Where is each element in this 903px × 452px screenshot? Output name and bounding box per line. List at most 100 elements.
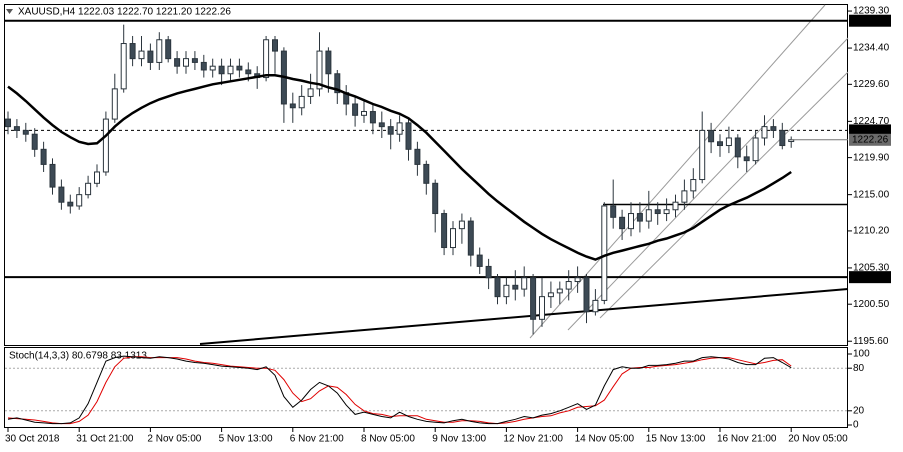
candle-body	[129, 43, 136, 60]
candle-body	[298, 95, 305, 109]
candle-body	[40, 148, 47, 165]
candle-body	[441, 213, 448, 249]
candle-body	[352, 103, 359, 116]
y-tick-label: 1224.70	[853, 116, 890, 127]
stochastic-main	[7, 355, 792, 425]
y-tick-label: 1239.30	[853, 6, 890, 17]
candle-body	[458, 220, 465, 230]
candle-body	[165, 39, 172, 60]
candle-body	[111, 88, 118, 120]
candle-body	[174, 58, 181, 67]
level-label: 1238.02	[852, 15, 889, 26]
candle-body	[58, 186, 65, 203]
candle-body	[227, 65, 234, 75]
candle-body	[610, 205, 617, 218]
candle-body	[85, 182, 92, 196]
candle-body	[485, 265, 492, 279]
y-tick-label: 1215.00	[853, 189, 890, 200]
candle-body	[120, 43, 127, 90]
stochastic-tick-label: 20	[853, 405, 865, 416]
candle-body	[450, 228, 456, 249]
candle-body	[405, 122, 412, 150]
x-tick-label: 8 Nov 05:00	[361, 434, 415, 445]
x-tick-label: 16 Nov 21:00	[717, 434, 777, 445]
candle-body	[547, 292, 554, 298]
candle-body	[325, 50, 332, 75]
candle-body	[601, 205, 608, 301]
x-tick-label: 5 Nov 13:00	[219, 434, 273, 445]
main-frame	[4, 4, 848, 346]
candle-body	[574, 277, 581, 283]
candle-body	[22, 129, 29, 135]
x-tick-label: 6 Nov 21:00	[290, 434, 344, 445]
level-label: 1204.08	[852, 272, 889, 283]
x-tick-label: 31 Oct 21:00	[76, 434, 134, 445]
candle-body	[67, 201, 74, 207]
candle-body	[369, 111, 376, 124]
x-tick-label: 30 Oct 2018	[5, 434, 60, 445]
candle-body	[209, 65, 216, 71]
y-tick-label: 1200.50	[853, 299, 890, 310]
indicator-title: Stoch(14,3,3) 80.6798 83.1313	[9, 351, 147, 362]
candle-body	[779, 129, 786, 147]
candle-body	[743, 156, 750, 162]
candle-body	[13, 126, 20, 131]
candle-body	[708, 129, 715, 143]
candle-body	[619, 216, 626, 230]
x-tick-label: 9 Nov 13:00	[432, 434, 486, 445]
candle-body	[5, 118, 11, 128]
candle-body	[316, 50, 323, 90]
candle-body	[147, 50, 154, 63]
y-tick-label: 1219.90	[853, 152, 890, 163]
candle-body	[628, 213, 634, 230]
candle-body	[752, 137, 759, 162]
channel-line	[529, 4, 826, 339]
candle-body	[699, 129, 706, 181]
candle-body	[512, 284, 519, 290]
chart-header: XAUUSD,H4 1222.03 1222.70 1221.20 1222.2…	[18, 7, 231, 18]
y-tick-label: 1210.20	[853, 226, 890, 237]
candle-body	[530, 277, 537, 320]
x-tick-label: 2 Nov 05:00	[147, 434, 201, 445]
candle-body	[183, 58, 189, 67]
candle-body	[725, 137, 732, 147]
current-price-box	[849, 133, 891, 146]
candle-body	[378, 122, 385, 128]
candle-body	[289, 103, 296, 109]
level-label: 1223.50	[852, 125, 889, 136]
candle-body	[263, 39, 270, 79]
candle-body	[761, 126, 768, 139]
y-tick-label: 1205.30	[853, 263, 890, 274]
stochastic-frame	[4, 347, 848, 428]
candle-body	[432, 182, 439, 215]
candle-body	[334, 73, 341, 94]
collapse-icon	[6, 9, 13, 14]
channel-line	[567, 37, 849, 331]
candle-body	[191, 58, 198, 63]
candle-body	[245, 69, 252, 75]
candle-body	[361, 111, 367, 116]
current-price-label: 1222.26	[852, 134, 889, 145]
candle-body	[102, 118, 109, 173]
candle-body	[236, 65, 243, 71]
candle-body	[76, 194, 83, 207]
candle-body	[218, 65, 225, 75]
candle-body	[396, 122, 403, 135]
level-label-box	[849, 271, 891, 284]
candle-body	[423, 163, 430, 184]
candle-body	[156, 39, 163, 63]
candle-body	[645, 209, 652, 222]
y-tick-label: 1234.40	[853, 43, 890, 54]
candle-body	[467, 220, 474, 256]
candle-body	[521, 277, 528, 290]
candle-body	[734, 137, 741, 158]
candle-body	[556, 288, 563, 294]
candle-body	[503, 284, 510, 298]
x-tick-label: 12 Nov 21:00	[503, 434, 563, 445]
candle-body	[94, 171, 100, 184]
stochastic-signal	[7, 356, 792, 425]
stochastic-tick-label: 80	[853, 363, 865, 374]
